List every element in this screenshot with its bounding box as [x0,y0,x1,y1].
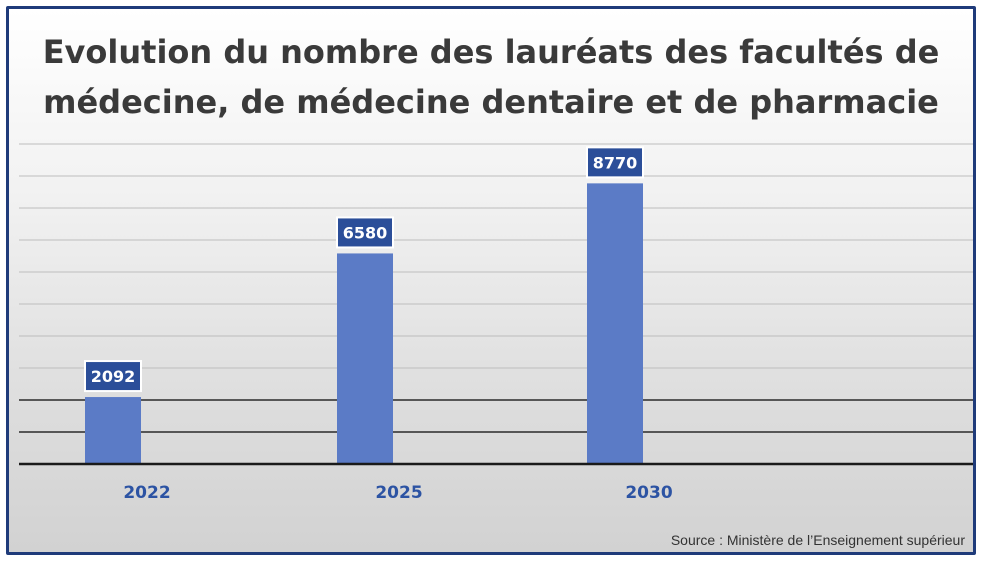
chart-plot: 2092 2022 6580 2025 8770 2030 [19,143,973,503]
source-note: Source : Ministère de l’Enseignement sup… [670,532,965,548]
data-label-2030: 8770 [593,153,638,172]
data-label-2025: 6580 [343,223,388,242]
data-label-2022: 2092 [91,367,136,386]
data-label-box-2025 [336,216,394,249]
chart-frame: Evolution du nombre des lauréats des fac… [6,6,976,555]
chart-title: Evolution du nombre des lauréats des fac… [42,33,940,121]
bar-2030 [587,183,643,465]
data-label-box-2022 [84,360,142,393]
tick-label-2022: 2022 [123,483,170,503]
tick-label-2030: 2030 [625,483,672,503]
bar-2022 [85,397,141,464]
data-label-box-2030 [586,146,644,179]
bar-2025 [337,253,393,464]
tick-label-2025: 2025 [375,483,422,503]
